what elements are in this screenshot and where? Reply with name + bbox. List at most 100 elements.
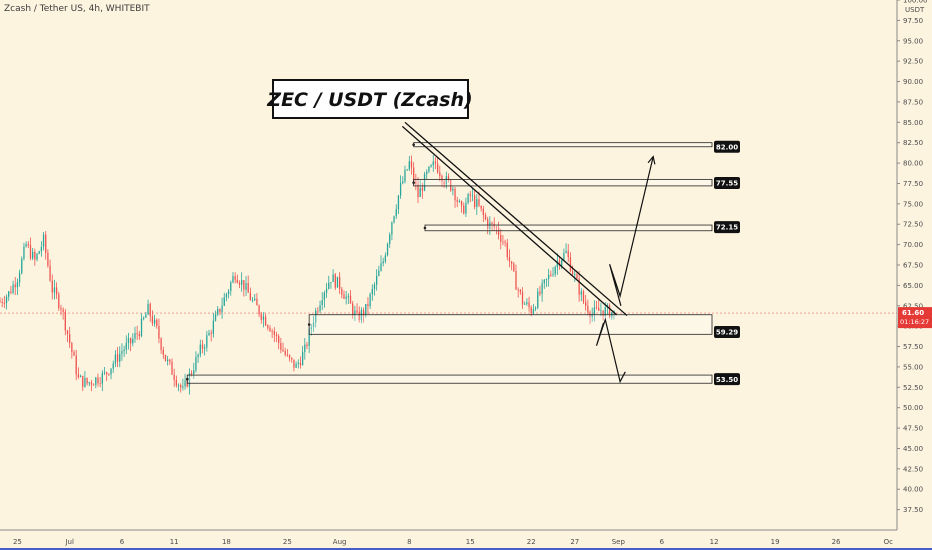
candle-body — [47, 252, 49, 266]
x-tick-label: Jul — [64, 538, 74, 546]
candle-body — [539, 291, 541, 294]
candle-body — [10, 291, 12, 293]
bullish-arrow-head — [647, 155, 656, 165]
candle-body — [160, 338, 162, 350]
candle-body — [243, 280, 245, 290]
current-price-tag — [898, 307, 932, 329]
candle-body — [441, 176, 443, 182]
candle-body — [502, 241, 504, 243]
level-box[interactable] — [413, 178, 713, 187]
candle-body — [245, 283, 247, 290]
level-box[interactable] — [424, 224, 713, 232]
candle-body — [456, 200, 458, 202]
candle-body — [225, 294, 228, 298]
candle-body — [373, 284, 376, 289]
candle-body — [38, 251, 40, 254]
candle-body — [519, 289, 522, 293]
candle-body — [365, 303, 367, 316]
x-tick-label: 6 — [120, 538, 125, 546]
candle-body — [145, 314, 147, 318]
candle-body — [278, 336, 280, 343]
candle-body — [119, 353, 121, 362]
candle-body — [112, 363, 114, 369]
level-price-label: 59.29 — [716, 329, 738, 337]
candle-body — [375, 276, 378, 285]
candle-body — [489, 222, 491, 229]
level-price-tag — [714, 177, 740, 190]
level-anchor — [423, 226, 427, 230]
candle-body — [602, 310, 604, 316]
candle-body — [600, 310, 602, 312]
bearish-projection-path[interactable] — [595, 317, 626, 384]
candle-body — [395, 209, 397, 217]
candle-body — [18, 273, 21, 283]
candle-body — [77, 374, 80, 378]
candle-body — [153, 319, 156, 324]
candle-body — [445, 176, 447, 185]
level-box[interactable] — [308, 314, 713, 335]
candle-body — [29, 245, 32, 259]
candle-body — [478, 199, 480, 206]
candle-body — [25, 244, 27, 247]
candle-body — [532, 308, 535, 314]
candle-body — [97, 377, 99, 384]
bullish-projection-path[interactable] — [609, 156, 654, 306]
candle-body — [140, 318, 143, 337]
trendline[interactable] — [404, 121, 628, 317]
candle-body — [171, 361, 173, 375]
y-tick-label: 47.50 — [903, 425, 923, 433]
candle-body — [347, 295, 350, 297]
level-box[interactable] — [186, 374, 713, 384]
candle-body — [34, 251, 36, 260]
candle-body — [406, 169, 408, 171]
candle-body — [42, 234, 45, 247]
candle-body — [330, 282, 332, 283]
currency-label: USDT — [905, 6, 925, 14]
candle-body — [262, 316, 265, 320]
y-tick-label: 55.00 — [903, 363, 923, 371]
candle-body — [345, 296, 347, 299]
candle-body — [415, 181, 417, 185]
trendline[interactable] — [401, 125, 618, 316]
candle-body — [208, 332, 210, 336]
candle-body — [147, 303, 149, 315]
candle-body — [75, 355, 77, 375]
candle-body — [321, 300, 323, 305]
candle-body — [156, 319, 158, 326]
candle-body — [563, 252, 565, 261]
candle-body — [53, 287, 56, 293]
candle-body — [138, 334, 140, 337]
y-tick-label: 72.50 — [903, 221, 923, 229]
candle-body — [90, 382, 93, 385]
candle-body — [497, 227, 500, 236]
candle-body — [199, 344, 201, 355]
candle-body — [251, 299, 254, 301]
candle-body — [408, 161, 410, 170]
candle-body — [136, 333, 138, 335]
candle-body — [580, 291, 582, 295]
candle-body — [286, 354, 289, 356]
candle-body — [336, 276, 339, 288]
y-tick-label: 97.50 — [903, 17, 923, 25]
candle-body — [247, 283, 249, 293]
x-tick-label: 15 — [466, 538, 475, 546]
candle-body — [378, 270, 380, 277]
candle-body — [275, 334, 278, 337]
candle-body — [317, 310, 319, 312]
candle-body — [613, 310, 615, 313]
candle-body — [558, 260, 561, 266]
current-price-value: 61.60 — [902, 309, 924, 317]
candle-body — [421, 187, 424, 191]
candle-body — [271, 331, 273, 333]
candle-body — [591, 314, 593, 318]
level-box[interactable] — [413, 142, 713, 148]
candle-body — [23, 246, 25, 259]
candle-body — [467, 194, 469, 203]
y-tick-label: 87.50 — [903, 98, 923, 106]
candle-body — [169, 359, 171, 362]
candle-body — [227, 290, 230, 295]
candle-body — [188, 373, 191, 387]
candle-body — [1, 301, 3, 303]
y-tick-label: 80.00 — [903, 160, 923, 168]
